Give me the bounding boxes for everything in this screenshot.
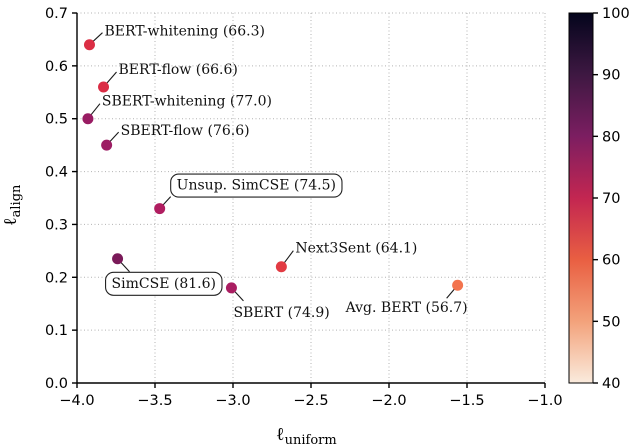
point-label-text: Unsup. SimCSE (74.5) <box>177 178 336 194</box>
y-tick-label: 0.2 <box>45 270 68 286</box>
data-point <box>83 39 95 51</box>
colorbar-tick-label: 40 <box>602 376 620 392</box>
x-tick-label: −3.5 <box>137 393 172 409</box>
point-label-text: SBERT-flow (76.6) <box>121 123 250 139</box>
colorbar-tick-label: 100 <box>602 6 630 22</box>
x-tick-label: −2.5 <box>293 393 328 409</box>
point-label-text: SBERT-whitening (77.0) <box>102 94 272 110</box>
point-label-text: Avg. BERT (56.7) <box>345 300 468 316</box>
data-point <box>452 279 464 291</box>
point-label-text: BERT-flow (66.6) <box>119 62 238 78</box>
point-label-text: SimCSE (81.6) <box>112 276 216 292</box>
colorbar-tick-label: 60 <box>602 253 620 269</box>
point-label-box <box>170 173 343 198</box>
x-tick-label: −1.5 <box>449 393 484 409</box>
data-point <box>101 139 113 151</box>
colorbar-tick-label: 70 <box>602 191 620 207</box>
colorbar-tick-label: 80 <box>602 129 620 145</box>
colorbar-tick-label: 90 <box>602 68 620 84</box>
point-label-text: Next3Sent (64.1) <box>295 241 417 257</box>
y-tick-label: 0.4 <box>45 165 68 181</box>
x-tick-label: −4.0 <box>59 393 94 409</box>
y-axis-label: ℓalign <box>0 184 24 226</box>
data-point <box>225 282 237 294</box>
point-label-box <box>105 271 223 296</box>
x-tick-label: −1.0 <box>527 393 562 409</box>
point-label-text: BERT-whitening (66.3) <box>104 24 264 40</box>
data-point <box>98 81 110 93</box>
x-tick-label: −3.0 <box>215 393 250 409</box>
y-tick-label: 0.7 <box>45 6 68 22</box>
point-label-text: SBERT (74.9) <box>233 305 329 321</box>
y-tick-label: 0.1 <box>45 323 68 339</box>
colorbar <box>568 12 594 384</box>
y-tick-label: 0.0 <box>45 376 68 392</box>
x-tick-label: −2.0 <box>371 393 406 409</box>
data-point <box>112 253 124 265</box>
x-axis-label: ℓuniform <box>276 424 337 448</box>
y-tick-label: 0.5 <box>45 112 68 128</box>
y-tick-label: 0.3 <box>45 217 68 233</box>
data-point <box>275 261 287 273</box>
y-tick-label: 0.6 <box>45 59 68 75</box>
data-point <box>82 113 94 125</box>
data-point <box>154 203 166 215</box>
colorbar-tick-label: 50 <box>602 314 620 330</box>
